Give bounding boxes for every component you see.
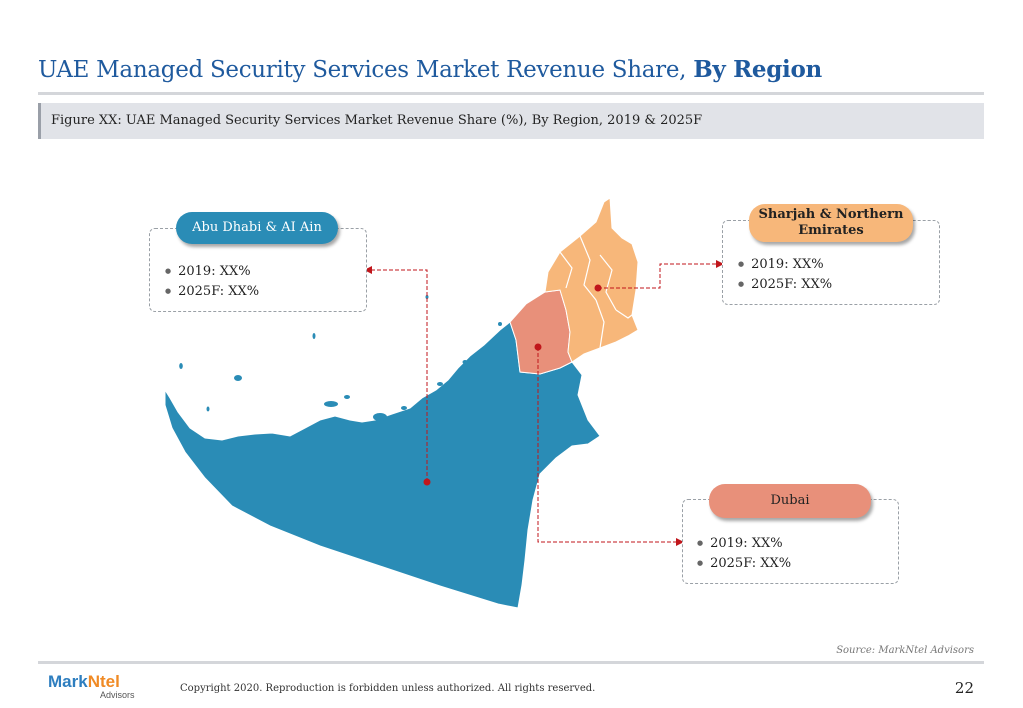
abu-dhabi-2019: 2019: XX% [165,264,250,279]
dubai-2025: 2025F: XX% [697,556,791,571]
label-sharjah-line1: Sharjah & Northern [758,207,904,222]
source-note: Source: MarkNtel Advisors [836,645,974,656]
title-main: UAE Managed Security Services Market Rev… [38,57,694,83]
logo-mark: Mark [48,672,88,691]
label-abu-dhabi: Abu Dhabi & AI Ain [192,220,322,235]
label-pill-dubai: Dubai [709,484,871,518]
region-dubai[interactable] [509,289,573,375]
logo-advisors: Advisors [100,690,135,700]
title-bold: By Region [693,56,822,83]
footer-divider [38,661,984,664]
logo-ntel: Ntel [87,672,120,691]
abu-dhabi-2025: 2025F: XX% [165,284,259,299]
sharjah-2025: 2025F: XX% [738,277,832,292]
label-dubai: Dubai [770,493,810,508]
coastal-islands [179,295,502,421]
marker-abu-dhabi [423,478,431,486]
page-title: UAE Managed Security Services Market Rev… [38,56,822,83]
page-number: 22 [954,679,974,697]
emirate-borders [559,235,633,349]
marker-sharjah [594,284,602,292]
label-pill-abu-dhabi: Abu Dhabi & AI Ain [176,212,338,244]
region-sharjah[interactable] [544,197,639,363]
connector-arrowheads [364,260,724,546]
title-divider [38,92,984,95]
label-pill-sharjah: Sharjah & Northern Emirates [749,204,913,242]
marker-dubai [534,343,542,351]
sharjah-2019: 2019: XX% [738,257,823,272]
figure-caption-bar: Figure XX: UAE Managed Security Services… [38,103,984,139]
figure-caption: Figure XX: UAE Managed Security Services… [51,113,703,128]
company-logo: MarkNtel Advisors [48,672,135,700]
copyright-text: Copyright 2020. Reproduction is forbidde… [180,683,596,694]
dubai-2019: 2019: XX% [697,536,782,551]
connector-lines [370,263,718,543]
label-sharjah-line2: Emirates [798,223,864,238]
